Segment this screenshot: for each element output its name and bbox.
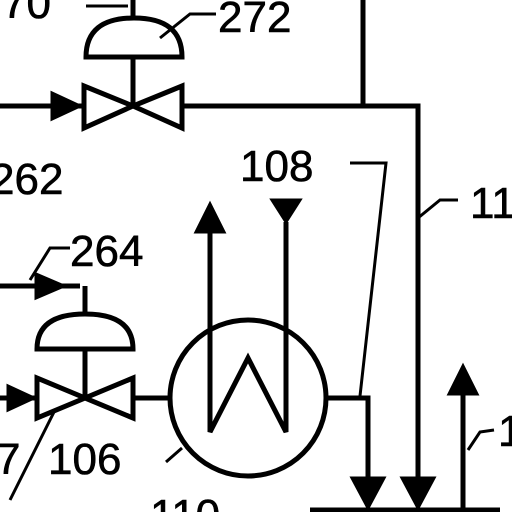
label-272: 272 <box>218 0 291 42</box>
signal-arrow <box>34 271 68 301</box>
label-106: 106 <box>48 435 121 484</box>
right-branch-arrow <box>446 362 480 396</box>
leader-1 <box>466 428 495 451</box>
valve-actuator-dome <box>34 311 136 352</box>
heat-exchanger-coil <box>207 222 289 434</box>
leader-264 <box>28 246 70 281</box>
heat-exchanger-106 <box>167 198 329 479</box>
lower-inlet-arrow <box>6 383 38 413</box>
header-arrow-right <box>399 476 437 512</box>
heat-exchanger-shell <box>167 317 329 479</box>
label-70: 70 <box>2 0 51 28</box>
coil-inlet-arrow <box>269 198 303 225</box>
upper-inlet-arrow <box>50 90 84 122</box>
leader-108 <box>350 161 388 397</box>
valve-actuator-dome <box>83 15 185 60</box>
leader-106 <box>165 446 183 464</box>
control-valve-264 <box>0 271 136 422</box>
coil-outlet-arrow <box>193 200 227 234</box>
upper-outlet-line <box>182 103 421 478</box>
exchanger-outlet-line <box>326 395 371 478</box>
leader-272 <box>159 12 216 40</box>
label-11: 11 <box>470 179 512 228</box>
label-110: 110 <box>150 491 220 512</box>
leader-lower <box>8 407 58 501</box>
leader-11 <box>417 198 458 220</box>
label-1: 1 <box>498 407 512 456</box>
label-108: 108 <box>240 142 313 191</box>
label-262: 262 <box>0 155 63 204</box>
header-arrow-left <box>349 476 387 512</box>
label-7: 7 <box>0 435 20 484</box>
control-valve-272 <box>81 0 185 132</box>
label-264: 264 <box>70 227 143 276</box>
